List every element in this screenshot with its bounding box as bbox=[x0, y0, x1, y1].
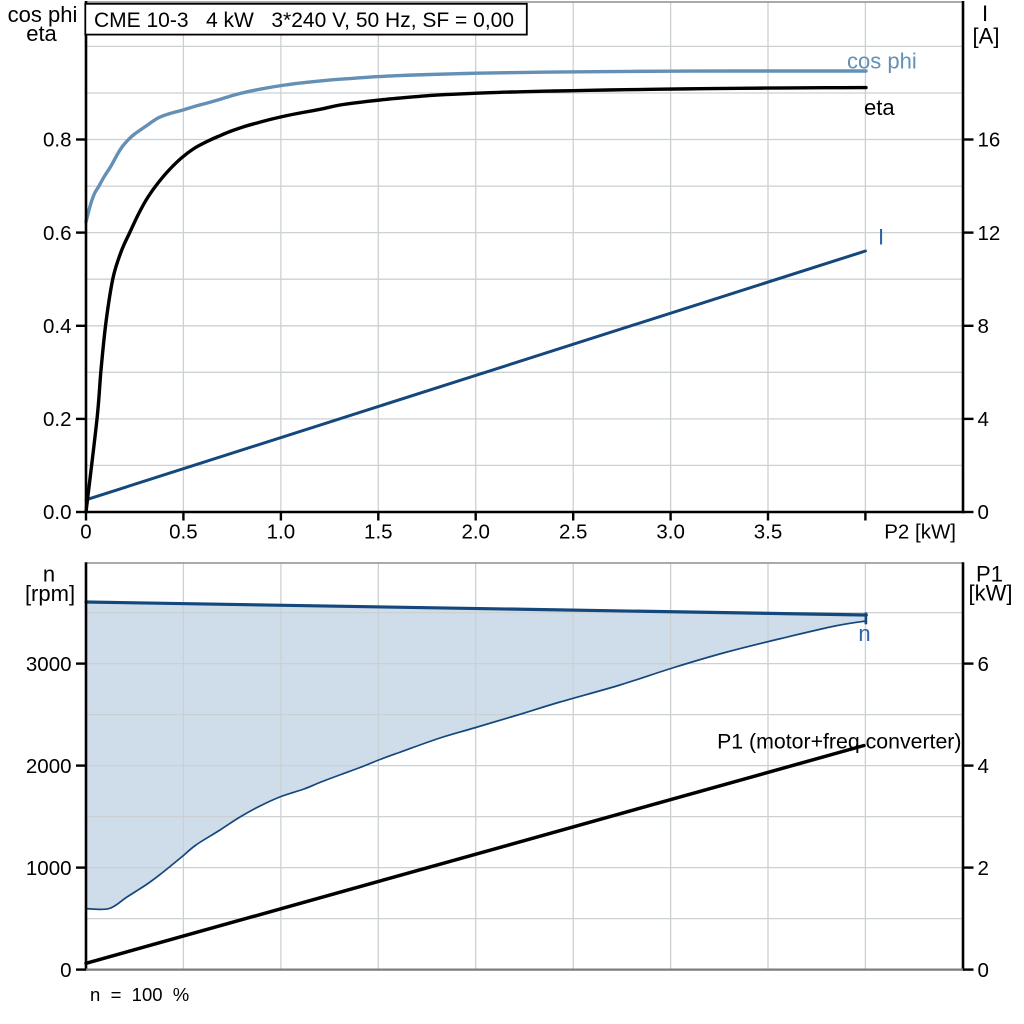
svg-text:0: 0 bbox=[978, 501, 989, 524]
svg-text:I: I bbox=[878, 225, 884, 250]
svg-text:n: n bbox=[858, 621, 870, 646]
svg-text:0.5: 0.5 bbox=[169, 521, 198, 544]
svg-text:1.0: 1.0 bbox=[267, 521, 296, 544]
svg-text:I: I bbox=[982, 1, 988, 26]
svg-text:P1: P1 bbox=[976, 561, 1003, 586]
svg-text:16: 16 bbox=[978, 129, 1001, 152]
svg-text:[kW]: [kW] bbox=[969, 581, 1013, 606]
svg-text:2.0: 2.0 bbox=[461, 521, 490, 544]
svg-text:1000: 1000 bbox=[26, 857, 72, 880]
svg-text:3.0: 3.0 bbox=[656, 521, 685, 544]
svg-text:eta: eta bbox=[864, 95, 895, 120]
svg-text:8: 8 bbox=[978, 315, 989, 338]
svg-text:6: 6 bbox=[978, 653, 989, 676]
svg-text:n: n bbox=[43, 561, 55, 586]
svg-text:P1 (motor+freq converter): P1 (motor+freq converter) bbox=[717, 730, 961, 754]
svg-text:eta: eta bbox=[26, 21, 57, 46]
svg-text:0.6: 0.6 bbox=[43, 222, 72, 245]
svg-text:3.5: 3.5 bbox=[754, 521, 783, 544]
svg-text:0.4: 0.4 bbox=[43, 315, 72, 338]
svg-text:0: 0 bbox=[80, 521, 91, 544]
svg-text:0: 0 bbox=[60, 959, 71, 982]
svg-text:4: 4 bbox=[978, 408, 989, 431]
svg-text:0.2: 0.2 bbox=[43, 408, 72, 431]
svg-text:n = 100 %: n = 100 % bbox=[90, 984, 189, 1005]
svg-text:0.8: 0.8 bbox=[43, 129, 72, 152]
svg-text:2000: 2000 bbox=[26, 755, 72, 778]
svg-text:3000: 3000 bbox=[26, 653, 72, 676]
svg-text:4: 4 bbox=[978, 755, 989, 778]
svg-text:0.0: 0.0 bbox=[43, 501, 72, 524]
svg-text:[rpm]: [rpm] bbox=[25, 581, 75, 606]
svg-text:[A]: [A] bbox=[973, 24, 1000, 49]
svg-text:cos phi: cos phi bbox=[8, 2, 78, 27]
svg-text:0: 0 bbox=[978, 959, 989, 982]
svg-text:CME 10-3 4 kW 3*240 V, 50: CME 10-3 4 kW 3*240 V, 50 Hz, SF = 0,00 bbox=[94, 9, 514, 32]
svg-text:1.5: 1.5 bbox=[364, 521, 393, 544]
svg-text:P2 [kW]: P2 [kW] bbox=[884, 521, 956, 544]
svg-text:2: 2 bbox=[978, 857, 989, 880]
svg-text:2.5: 2.5 bbox=[559, 521, 588, 544]
svg-text:12: 12 bbox=[978, 222, 1001, 245]
svg-text:cos phi: cos phi bbox=[847, 49, 917, 74]
